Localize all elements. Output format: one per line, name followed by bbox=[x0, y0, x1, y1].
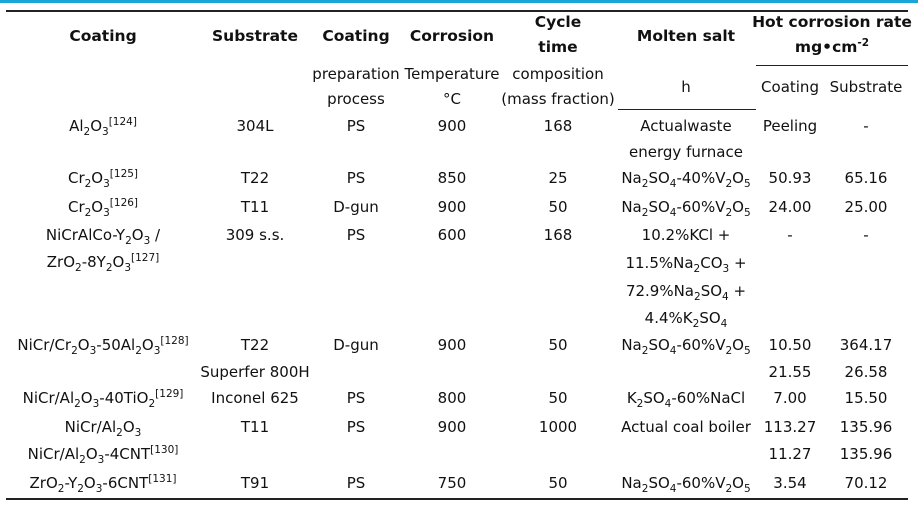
cell-coating-line2: ZrO2-8Y2O3[127] bbox=[46, 252, 160, 274]
cell-rate-substrate: - bbox=[863, 226, 869, 244]
cell-substrate: Inconel 625 bbox=[211, 389, 299, 407]
cell-time: 50 bbox=[548, 336, 568, 354]
cell-process: D-gun bbox=[333, 198, 379, 216]
header-corrosion-2: Temperature bbox=[404, 65, 500, 83]
cell-temperature: 900 bbox=[437, 198, 467, 216]
header-corrosion: Corrosion bbox=[409, 27, 495, 45]
cell-time: 50 bbox=[548, 389, 568, 407]
cell-rate-coating: 3.54 bbox=[773, 474, 807, 492]
cell-substrate: T91 bbox=[240, 474, 270, 492]
cell-rate-coating: 113.27 bbox=[763, 418, 817, 436]
cell-temperature: 750 bbox=[437, 474, 467, 492]
header-rate-coating: Coating bbox=[761, 78, 819, 96]
cell-salt-line2: energy furnace bbox=[629, 143, 743, 161]
cell-salt: K2SO4-60%NaCl bbox=[626, 389, 746, 410]
cell-rate-substrate: 364.17 bbox=[839, 336, 893, 354]
header-cycle-2: time bbox=[538, 38, 578, 56]
header-cycle-3: composition bbox=[512, 65, 604, 83]
cell-rate-substrate: 135.96 bbox=[839, 418, 893, 436]
hot-rate-underline bbox=[756, 65, 908, 66]
cell-salt: Na2SO4-40%V2O5 bbox=[621, 169, 751, 190]
cell-coating: Cr2O3[126] bbox=[67, 197, 139, 219]
cell-substrate: 304L bbox=[236, 117, 274, 135]
cell-rate-coating: 7.00 bbox=[773, 389, 807, 407]
cell-substrate-line2: Superfer 800H bbox=[200, 363, 310, 381]
cell-coating: ZrO2-Y2O3-6CNT[131] bbox=[29, 473, 177, 495]
cell-substrate: T22 bbox=[240, 336, 270, 354]
cell-process: PS bbox=[346, 474, 366, 492]
header-coating-prep-2: preparation bbox=[312, 65, 400, 83]
cell-substrate: T11 bbox=[240, 418, 270, 436]
cell-rate-coating-line2: 11.27 bbox=[768, 445, 812, 463]
header-molten-salt: Molten salt bbox=[636, 27, 736, 45]
cell-salt: Actualwaste bbox=[640, 117, 732, 135]
cell-rate-coating: 50.93 bbox=[768, 169, 812, 187]
cell-process: PS bbox=[346, 389, 366, 407]
cell-salt: Na2SO4-60%V2O5 bbox=[621, 198, 751, 219]
cell-temperature: 900 bbox=[437, 117, 467, 135]
cell-coating: NiCr/Al2O3 bbox=[64, 418, 142, 439]
cell-rate-substrate: 70.12 bbox=[844, 474, 888, 492]
cell-coating: NiCr/Cr2O3-50Al2O3[128] bbox=[17, 335, 189, 357]
header-cycle: Cycle bbox=[534, 13, 582, 31]
cell-rate-substrate-line2: 26.58 bbox=[844, 363, 888, 381]
header-molten-salt-2: h bbox=[681, 78, 691, 96]
cell-salt-line4: 4.4%K2SO4 bbox=[644, 309, 728, 330]
cell-process: PS bbox=[346, 418, 366, 436]
header-hot-rate-unit: mg•cm-2 bbox=[794, 37, 870, 56]
header-corrosion-3: °C bbox=[443, 90, 461, 108]
cell-coating: Cr2O3[125] bbox=[67, 168, 139, 190]
cell-process: PS bbox=[346, 226, 366, 244]
cell-coating: Al2O3[124] bbox=[69, 116, 137, 138]
cell-time: 168 bbox=[543, 117, 573, 135]
cell-rate-substrate: 15.50 bbox=[844, 389, 888, 407]
cell-rate-coating-line2: 21.55 bbox=[768, 363, 812, 381]
cell-salt-line2: 11.5%Na2CO3 + bbox=[625, 254, 747, 275]
cell-salt: Na2SO4-60%V2O5 bbox=[621, 336, 751, 357]
cell-rate-substrate: 25.00 bbox=[844, 198, 888, 216]
molten-salt-underline bbox=[618, 109, 756, 110]
cell-salt: Na2SO4-60%V2O5 bbox=[621, 474, 751, 495]
header-coating-prep-3: process bbox=[327, 90, 385, 108]
cell-process: PS bbox=[346, 169, 366, 187]
cell-time: 50 bbox=[548, 198, 568, 216]
cell-coating-line2: NiCr/Al2O3-4CNT[130] bbox=[27, 444, 179, 466]
cell-salt: Actual coal boiler bbox=[621, 418, 751, 436]
cell-rate-coating: 24.00 bbox=[768, 198, 812, 216]
table-top-rule bbox=[6, 10, 908, 12]
cell-coating: NiCrAlCo-Y2O3 / bbox=[45, 226, 161, 247]
header-substrate: Substrate bbox=[212, 27, 298, 45]
cell-process: D-gun bbox=[333, 336, 379, 354]
cell-rate-substrate: 65.16 bbox=[844, 169, 888, 187]
cell-rate-substrate: - bbox=[863, 117, 869, 135]
cell-coating: NiCr/Al2O3-40TiO2[129] bbox=[22, 388, 184, 410]
cell-rate-substrate-line2: 135.96 bbox=[839, 445, 893, 463]
cell-substrate: 309 s.s. bbox=[225, 226, 285, 244]
cell-substrate: T22 bbox=[240, 169, 270, 187]
header-coating: Coating bbox=[69, 27, 137, 45]
header-rate-substrate: Substrate bbox=[829, 78, 903, 96]
cell-salt-line3: 72.9%Na2SO4 + bbox=[625, 282, 747, 303]
cell-process: PS bbox=[346, 117, 366, 135]
cell-rate-coating: Peeling bbox=[762, 117, 818, 135]
cell-temperature: 900 bbox=[437, 336, 467, 354]
header-coating-prep: Coating bbox=[322, 27, 390, 45]
cell-rate-coating: - bbox=[787, 226, 793, 244]
cell-temperature: 600 bbox=[437, 226, 467, 244]
cell-substrate: T11 bbox=[240, 198, 270, 216]
cell-salt: 10.2%KCl + bbox=[641, 226, 731, 244]
table-bottom-rule bbox=[6, 498, 908, 500]
header-cycle-4: (mass fraction) bbox=[501, 90, 615, 108]
cell-time: 25 bbox=[548, 169, 568, 187]
cell-time: 50 bbox=[548, 474, 568, 492]
cell-temperature: 850 bbox=[437, 169, 467, 187]
cell-temperature: 800 bbox=[437, 389, 467, 407]
header-hot-rate: Hot corrosion rate bbox=[752, 13, 912, 31]
cell-rate-coating: 10.50 bbox=[768, 336, 812, 354]
top-accent-line bbox=[0, 0, 918, 3]
cell-time: 1000 bbox=[538, 418, 578, 436]
cell-temperature: 900 bbox=[437, 418, 467, 436]
cell-time: 168 bbox=[543, 226, 573, 244]
